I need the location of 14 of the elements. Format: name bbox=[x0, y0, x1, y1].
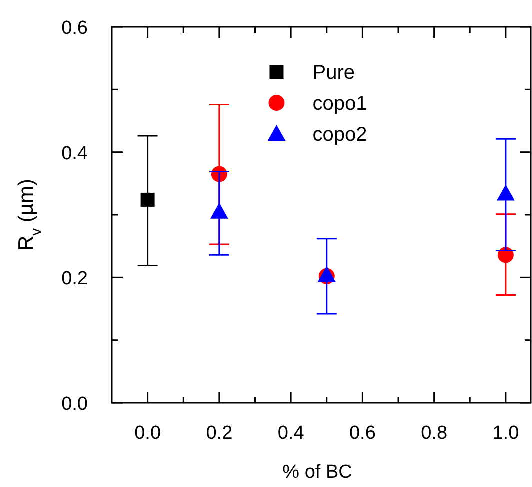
legend-label: copo2 bbox=[312, 124, 368, 146]
x-tick-label: 1.0 bbox=[492, 423, 520, 444]
legend-label: Pure bbox=[312, 62, 355, 84]
y-tick-label: 0.2 bbox=[62, 268, 88, 290]
x-tick-label: 0.8 bbox=[421, 423, 448, 444]
legend-label: copo1 bbox=[312, 93, 368, 115]
x-tick-label: 0.6 bbox=[349, 423, 376, 444]
x-axis-title: % of BC bbox=[282, 462, 352, 483]
y-tick-label: 0.6 bbox=[62, 18, 88, 39]
y-tick-label: 0.4 bbox=[62, 143, 88, 164]
y-tick-label: 0.0 bbox=[62, 394, 88, 415]
x-tick-label: 0.2 bbox=[206, 423, 233, 444]
x-tick-label: 0.4 bbox=[278, 423, 305, 444]
x-tick-label: 0.0 bbox=[134, 423, 162, 444]
